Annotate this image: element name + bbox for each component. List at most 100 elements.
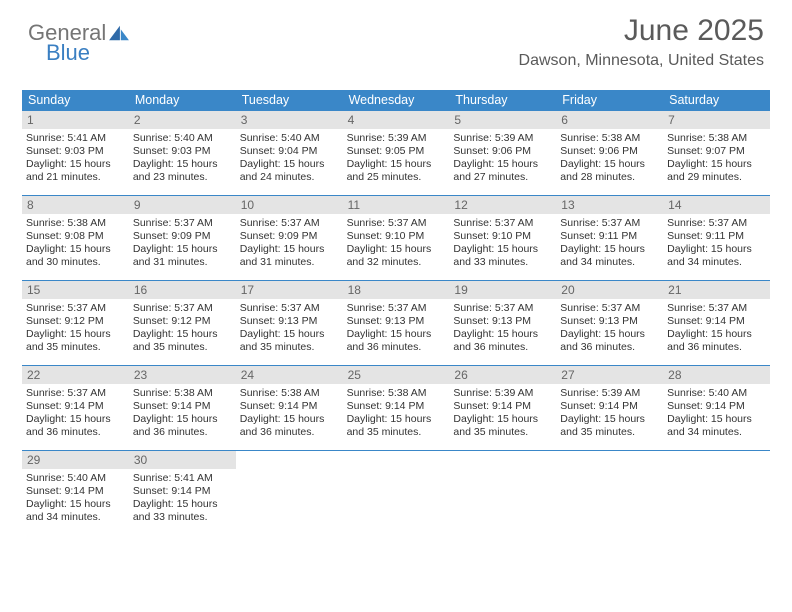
calendar-day-cell: 22Sunrise: 5:37 AMSunset: 9:14 PMDayligh… [22,366,129,450]
sunrise-text: Sunrise: 5:40 AM [240,132,339,145]
day-info: Sunrise: 5:39 AMSunset: 9:14 PMDaylight:… [560,387,659,440]
day-info: Sunrise: 5:37 AMSunset: 9:11 PMDaylight:… [667,217,766,270]
calendar-day-cell: 13Sunrise: 5:37 AMSunset: 9:11 PMDayligh… [556,196,663,280]
page-title: June 2025 [624,14,764,48]
day-number: 3 [236,111,343,129]
sunrise-text: Sunrise: 5:41 AM [133,472,232,485]
daylight-text: Daylight: 15 hours and 34 minutes. [26,498,125,524]
day-number: 29 [22,451,129,469]
day-number: 19 [449,281,556,299]
calendar-day-cell: 12Sunrise: 5:37 AMSunset: 9:10 PMDayligh… [449,196,556,280]
day-info: Sunrise: 5:37 AMSunset: 9:12 PMDaylight:… [26,302,125,355]
calendar-day-cell: 26 Sunrise: 5:39 AMSunset: 9:14 PMDayligh… [449,366,556,450]
sunrise-text: Sunrise: 5:37 AM [667,302,766,315]
daylight-text: Daylight: 15 hours and 32 minutes. [347,243,446,269]
daylight-text: Daylight: 15 hours and 33 minutes. [133,498,232,524]
sunrise-text: Sunrise: 5:37 AM [347,302,446,315]
sunset-text: Sunset: 9:03 PM [26,145,125,158]
daylight-text: Daylight: 15 hours and 35 minutes. [453,413,552,439]
day-number: 4 [343,111,450,129]
weekday-header: Friday [556,90,663,111]
day-number: 18 [343,281,450,299]
daylight-text: Daylight: 15 hours and 31 minutes. [133,243,232,269]
day-number: 23 [129,366,236,384]
weekday-header: Tuesday [236,90,343,111]
daylight-text: Daylight: 15 hours and 27 minutes. [453,158,552,184]
sunrise-text: Sunrise: 5:37 AM [133,217,232,230]
sunset-text: Sunset: 9:14 PM [26,400,125,413]
sunset-text: Sunset: 9:10 PM [347,230,446,243]
sunset-text: Sunset: 9:09 PM [240,230,339,243]
day-info: Sunrise: 5:39 AMSunset: 9:05 PMDaylight:… [347,132,446,185]
day-info: Sunrise: 5:39 AMSunset: 9:06 PMDaylight:… [453,132,552,185]
sunset-text: Sunset: 9:14 PM [240,400,339,413]
daylight-text: Daylight: 15 hours and 34 minutes. [667,413,766,439]
logo-sail-icon [108,24,130,42]
day-number: 14 [663,196,770,214]
daylight-text: Daylight: 15 hours and 23 minutes. [133,158,232,184]
sunrise-text: Sunrise: 5:39 AM [453,132,552,145]
day-info: Sunrise: 5:37 AMSunset: 9:09 PMDaylight:… [240,217,339,270]
day-number: 11 [343,196,450,214]
calendar-day-cell: 9Sunrise: 5:37 AMSunset: 9:09 PMDaylight… [129,196,236,280]
daylight-text: Daylight: 15 hours and 34 minutes. [667,243,766,269]
daylight-text: Daylight: 15 hours and 21 minutes. [26,158,125,184]
weekday-header: Monday [129,90,236,111]
daylight-text: Daylight: 15 hours and 25 minutes. [347,158,446,184]
calendar-week: 29 Sunrise: 5:40 AMSunset: 9:14 PMDayligh… [22,451,770,535]
daylight-text: Daylight: 15 hours and 29 minutes. [667,158,766,184]
daylight-text: Daylight: 15 hours and 31 minutes. [240,243,339,269]
sunrise-text: Sunrise: 5:39 AM [453,387,552,400]
calendar-week: 8Sunrise: 5:38 AMSunset: 9:08 PMDaylight… [22,196,770,281]
day-info: Sunrise: 5:37 AMSunset: 9:12 PMDaylight:… [133,302,232,355]
sunset-text: Sunset: 9:13 PM [347,315,446,328]
day-number: 16 [129,281,236,299]
calendar-day-cell [343,451,450,535]
day-number: 5 [449,111,556,129]
daylight-text: Daylight: 15 hours and 24 minutes. [240,158,339,184]
day-info: Sunrise: 5:39 AMSunset: 9:14 PMDaylight:… [453,387,552,440]
calendar-day-cell: 3Sunrise: 5:40 AMSunset: 9:04 PMDaylight… [236,111,343,195]
sunrise-text: Sunrise: 5:41 AM [26,132,125,145]
calendar-day-cell: 23Sunrise: 5:38 AMSunset: 9:14 PMDayligh… [129,366,236,450]
calendar-day-cell: 28Sunrise: 5:40 AMSunset: 9:14 PMDayligh… [663,366,770,450]
sunset-text: Sunset: 9:11 PM [560,230,659,243]
sunrise-text: Sunrise: 5:38 AM [560,132,659,145]
sunset-text: Sunset: 9:14 PM [133,400,232,413]
day-number: 7 [663,111,770,129]
day-number: 24 [236,366,343,384]
day-info: Sunrise: 5:38 AMSunset: 9:08 PMDaylight:… [26,217,125,270]
calendar-day-cell: 1Sunrise: 5:41 AMSunset: 9:03 PMDaylight… [22,111,129,195]
sunset-text: Sunset: 9:14 PM [453,400,552,413]
daylight-text: Daylight: 15 hours and 33 minutes. [453,243,552,269]
weekday-header: Wednesday [343,90,450,111]
header: General Blue June 2025 Dawson, Minnesota… [0,0,792,78]
calendar-day-cell: 24 Sunrise: 5:38 AMSunset: 9:14 PMDayligh… [236,366,343,450]
calendar-day-cell: 2Sunrise: 5:40 AMSunset: 9:03 PMDaylight… [129,111,236,195]
calendar-day-cell: 30Sunrise: 5:41 AMSunset: 9:14 PMDayligh… [129,451,236,535]
day-info: Sunrise: 5:37 AMSunset: 9:13 PMDaylight:… [560,302,659,355]
day-info: Sunrise: 5:37 AMSunset: 9:14 PMDaylight:… [667,302,766,355]
sunset-text: Sunset: 9:13 PM [453,315,552,328]
sunset-text: Sunset: 9:06 PM [560,145,659,158]
sunrise-text: Sunrise: 5:37 AM [240,302,339,315]
sunset-text: Sunset: 9:13 PM [560,315,659,328]
day-info: Sunrise: 5:40 AMSunset: 9:14 PMDaylight:… [26,472,125,525]
daylight-text: Daylight: 15 hours and 34 minutes. [560,243,659,269]
sunrise-text: Sunrise: 5:40 AM [667,387,766,400]
calendar-day-cell: 18Sunrise: 5:37 AMSunset: 9:13 PMDayligh… [343,281,450,365]
calendar-day-cell: 19Sunrise: 5:37 AMSunset: 9:13 PMDayligh… [449,281,556,365]
day-info: Sunrise: 5:41 AMSunset: 9:03 PMDaylight:… [26,132,125,185]
calendar-day-cell: 20Sunrise: 5:37 AMSunset: 9:13 PMDayligh… [556,281,663,365]
daylight-text: Daylight: 15 hours and 28 minutes. [560,158,659,184]
day-number: 26 [449,366,556,384]
sunrise-text: Sunrise: 5:37 AM [26,302,125,315]
daylight-text: Daylight: 15 hours and 36 minutes. [453,328,552,354]
sunrise-text: Sunrise: 5:37 AM [26,387,125,400]
sunset-text: Sunset: 9:11 PM [667,230,766,243]
day-number: 22 [22,366,129,384]
daylight-text: Daylight: 15 hours and 35 minutes. [560,413,659,439]
calendar-day-cell [663,451,770,535]
calendar-day-cell: 14 Sunrise: 5:37 AMSunset: 9:11 PMDayligh… [663,196,770,280]
day-info: Sunrise: 5:38 AMSunset: 9:14 PMDaylight:… [240,387,339,440]
